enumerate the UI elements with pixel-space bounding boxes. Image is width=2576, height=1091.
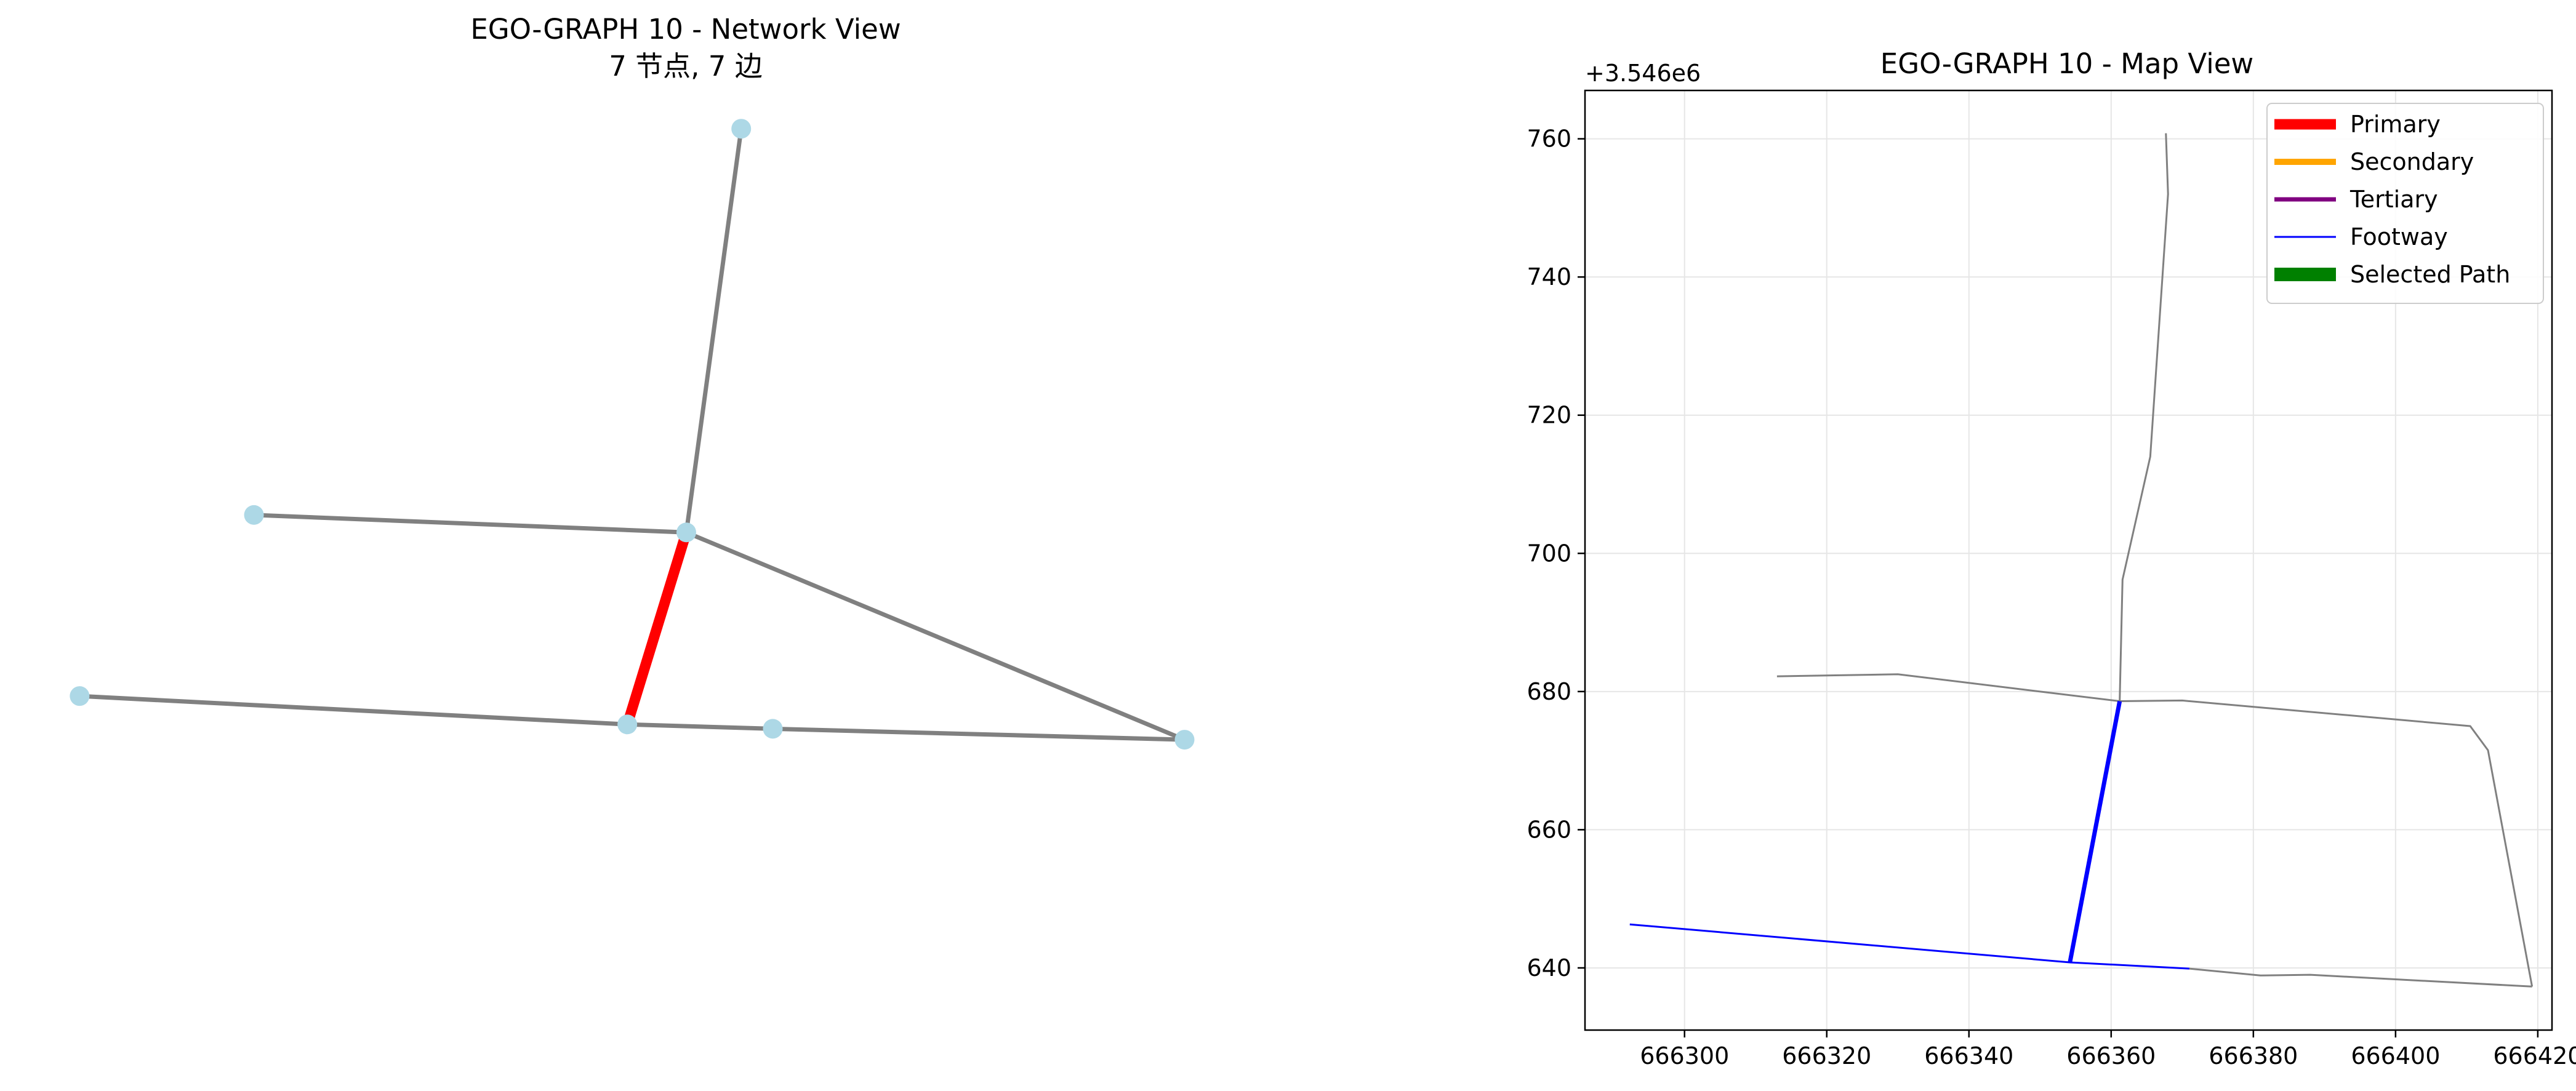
map-road-line [2189, 967, 2532, 988]
legend-label: Tertiary [2349, 186, 2438, 213]
map-view-title: EGO-GRAPH 10 - Map View [1880, 47, 2253, 80]
network-node [244, 505, 264, 525]
y-tick-label: 740 [1527, 263, 1571, 290]
network-node [617, 714, 638, 735]
x-tick-label: 666340 [1924, 1042, 2013, 1069]
map-road-line [2119, 133, 2169, 701]
network-edge [685, 530, 1186, 742]
map-axis-ticks: 666300 666320 666340 666360 666380 666400 6664… [1527, 126, 2576, 1069]
map-footway-line [1629, 923, 2189, 970]
network-view-subtitle: 7 节点, 7 边 [609, 50, 762, 82]
map-road-line [1776, 673, 2534, 987]
y-tick-label: 640 [1527, 954, 1571, 981]
y-tick-label: 700 [1527, 540, 1571, 567]
map-plot-frame [1584, 89, 2553, 1031]
x-tick-label: 666420 [2493, 1042, 2576, 1069]
network-node [70, 686, 90, 706]
legend-label: Secondary [2350, 148, 2474, 175]
network-node [676, 522, 696, 543]
network-node [763, 719, 783, 739]
network-view-chart: EGO-GRAPH 10 - Network View 7 节点, 7 边 [70, 13, 1195, 750]
map-lines [1629, 133, 2534, 988]
network-edge [79, 693, 628, 727]
y-tick-label: 660 [1527, 816, 1571, 843]
network-edge [772, 726, 1185, 742]
network-nodes [70, 119, 1195, 750]
y-tick-label: 760 [1527, 126, 1571, 153]
x-tick-label: 666400 [2351, 1042, 2440, 1069]
network-edge-highlighted [622, 530, 692, 726]
x-tick-label: 666300 [1640, 1042, 1729, 1069]
y-tick-label: 720 [1527, 402, 1571, 429]
network-edge [627, 722, 773, 731]
x-tick-label: 666320 [1782, 1042, 1871, 1069]
x-tick-label: 666360 [2066, 1042, 2156, 1069]
network-node [731, 119, 752, 139]
network-edges [79, 128, 1186, 742]
legend-label: Footway [2350, 223, 2448, 250]
y-tick-label: 680 [1527, 678, 1571, 705]
map-view-chart: EGO-GRAPH 10 - Map View +3.546e6 666300 6… [1527, 47, 2576, 1069]
network-edge [684, 128, 744, 533]
network-edge [254, 513, 687, 535]
map-footway-selected-line [2068, 700, 2122, 963]
network-view-title: EGO-GRAPH 10 - Network View [470, 13, 901, 46]
y-axis-offset-label: +3.546e6 [1585, 60, 1701, 87]
network-node [1174, 730, 1195, 750]
x-tick-label: 666380 [2209, 1042, 2298, 1069]
legend-label: Selected Path [2350, 261, 2510, 288]
legend-label: Primary [2350, 111, 2441, 138]
map-legend: Primary Secondary Tertiary Footway Selected … [2266, 103, 2544, 304]
legend-box [2266, 103, 2544, 304]
